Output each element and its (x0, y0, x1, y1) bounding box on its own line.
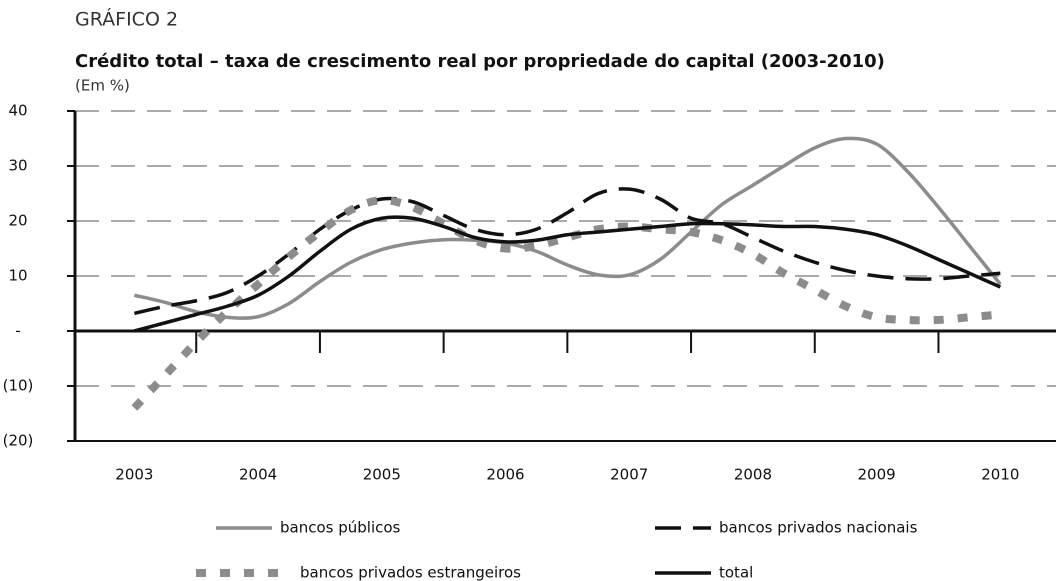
x-tick-label: 2009 (858, 466, 896, 484)
x-tick-label: 2007 (610, 466, 648, 484)
y-tick-label: (20) (3, 432, 34, 450)
x-tick-label: 2003 (115, 466, 153, 484)
chart-kicker: GRÁFICO 2 (75, 8, 178, 31)
y-tick-label: 30 (8, 157, 27, 175)
legend-label: bancos privados nacionais (719, 519, 918, 537)
x-tick-label: 2006 (486, 466, 524, 484)
legend-label: total (719, 564, 753, 581)
series-line (133, 136, 1002, 320)
legend-label: bancos públicos (280, 519, 401, 537)
y-tick-label: 10 (8, 267, 27, 285)
x-tick-label: 2004 (239, 466, 277, 484)
y-tick-label: - (15, 322, 20, 340)
x-tick-label: 2008 (734, 466, 772, 484)
series-line (131, 196, 1001, 411)
chart-subtitle: (Em %) (75, 77, 130, 95)
y-tick-label: 40 (8, 102, 27, 120)
y-tick-label: 20 (8, 212, 27, 230)
y-tick-label: (10) (3, 377, 34, 395)
chart-title: Crédito total – taxa de crescimento real… (75, 51, 885, 72)
x-tick-label: 2010 (981, 466, 1019, 484)
legend-label: bancos privados estrangeiros (300, 564, 521, 581)
series-line (133, 215, 1002, 333)
series-line (133, 187, 1001, 316)
x-tick-label: 2005 (363, 466, 401, 484)
